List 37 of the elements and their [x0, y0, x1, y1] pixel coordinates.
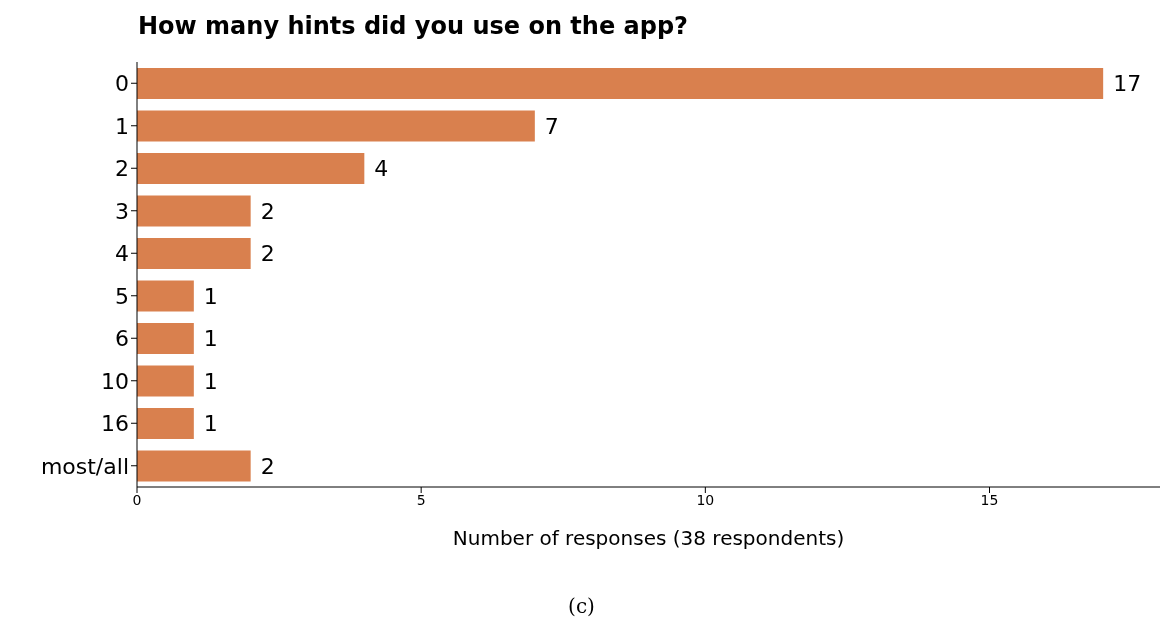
y-tick-label: 16 [101, 411, 129, 437]
data-label: 1 [203, 411, 218, 437]
y-tick-label: most/all [40, 453, 129, 479]
y-tick-label: 1 [115, 113, 129, 139]
x-tick-label: 15 [980, 491, 999, 508]
bar [137, 195, 251, 227]
bar [137, 407, 194, 439]
data-label: 1 [203, 368, 218, 394]
bar [137, 67, 1104, 99]
y-tick-label: 0 [115, 71, 129, 97]
y-tick-label: 3 [115, 198, 129, 224]
bar [137, 450, 251, 482]
data-label: 1 [203, 326, 218, 352]
y-tick-label: 4 [115, 241, 129, 267]
x-axis-title: Number of responses (38 respondents) [452, 526, 845, 551]
x-tick-label: 10 [696, 491, 715, 508]
x-tick-label: 5 [416, 491, 426, 508]
data-label: 4 [374, 156, 389, 182]
chart-title: How many hints did you use on the app? [138, 12, 689, 40]
text: (c) [567, 594, 596, 618]
data-label: 2 [260, 453, 275, 479]
bar [137, 322, 194, 354]
y-tick-label: 6 [115, 326, 129, 352]
bar [137, 365, 194, 397]
bar [137, 152, 365, 184]
data-label: 1 [203, 283, 218, 309]
y-tick-label: 5 [115, 283, 129, 309]
bar [137, 280, 194, 312]
bar [137, 237, 251, 269]
data-label: 17 [1113, 71, 1142, 97]
data-label: 2 [260, 198, 275, 224]
bar [137, 110, 535, 142]
data-label: 7 [544, 113, 559, 139]
data-label: 2 [260, 241, 275, 267]
y-tick-label: 2 [115, 156, 129, 182]
y-tick-label: 10 [101, 368, 129, 394]
x-tick-label: 0 [132, 491, 142, 508]
